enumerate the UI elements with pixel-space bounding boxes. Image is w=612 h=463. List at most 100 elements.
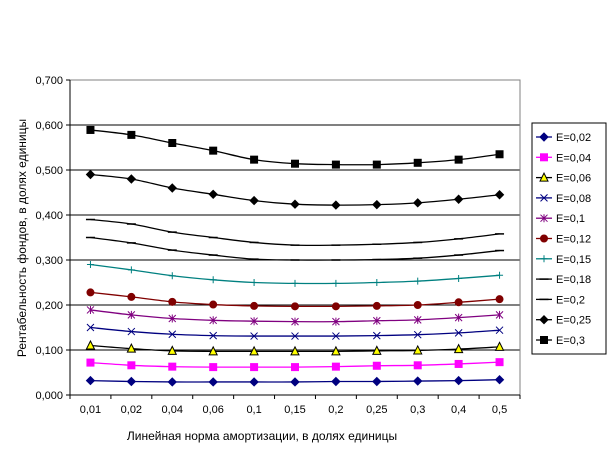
series-line	[90, 129, 500, 166]
legend-marker	[540, 214, 548, 223]
data-point	[454, 155, 463, 164]
data-point	[331, 160, 340, 169]
x-tick-label: 0,2	[328, 404, 343, 416]
data-point	[127, 292, 136, 301]
data-point	[168, 139, 177, 147]
data-point	[291, 279, 299, 287]
data-point	[209, 363, 218, 372]
legend-label: E=0,2	[556, 294, 585, 306]
data-point	[372, 361, 381, 370]
data-point	[372, 199, 382, 210]
data-point	[413, 330, 422, 339]
legend-marker	[539, 171, 549, 182]
legend-marker	[539, 132, 549, 142]
data-point	[291, 159, 299, 168]
x-tick-label: 0,3	[410, 404, 425, 416]
data-point	[495, 358, 504, 367]
series-5	[86, 305, 504, 326]
data-point	[86, 358, 95, 367]
data-point	[331, 200, 341, 210]
data-point	[86, 305, 95, 314]
data-point	[126, 174, 137, 184]
legend-item: E=0,3	[536, 335, 585, 347]
data-point	[290, 377, 300, 387]
data-point	[291, 363, 299, 372]
data-point	[250, 332, 258, 340]
data-point	[331, 376, 341, 387]
data-point	[372, 331, 381, 340]
series-8	[85, 236, 505, 261]
data-point	[332, 332, 340, 340]
y-tick-label: 0,000	[35, 390, 63, 402]
series-2	[86, 358, 504, 372]
data-point	[249, 377, 259, 387]
data-point	[413, 158, 422, 167]
data-point	[331, 362, 340, 371]
legend-label: E=0,06	[556, 173, 591, 185]
data-point	[372, 301, 381, 310]
data-point	[453, 343, 464, 354]
data-point	[291, 302, 299, 311]
series-10	[85, 169, 505, 210]
data-point	[167, 377, 177, 387]
data-point	[127, 266, 135, 274]
data-point	[413, 198, 423, 208]
data-point	[413, 301, 422, 309]
y-tick-label: 0,200	[35, 300, 63, 312]
data-point	[249, 345, 259, 356]
data-point	[209, 316, 218, 325]
series-group	[85, 125, 505, 387]
data-point	[85, 339, 96, 350]
y-tick-label: 0,600	[35, 120, 63, 132]
legend-label: E=0,3	[556, 335, 585, 347]
legend-item: E=0,1	[536, 213, 585, 225]
series-9	[85, 218, 505, 247]
data-point	[250, 279, 258, 286]
x-tick-label: 0,15	[284, 404, 305, 416]
legend-item: E=0,18	[536, 274, 591, 286]
y-tick-label: 0,300	[35, 255, 63, 267]
legend-label: E=0,04	[556, 152, 591, 164]
series-1	[85, 374, 505, 387]
axes: 0,000 0,100 0,200 0,300 0,400 0,500 0,600 0,700…	[35, 75, 521, 416]
x-tick-label: 0,1	[246, 404, 261, 416]
data-point	[85, 169, 96, 180]
data-point	[127, 310, 136, 319]
legend-label: E=0,1	[556, 213, 585, 225]
legend-marker	[539, 314, 549, 325]
x-tick-label: 0,5	[492, 404, 507, 416]
data-point	[413, 315, 422, 324]
data-point	[454, 313, 463, 322]
data-point	[332, 279, 340, 287]
data-point	[414, 277, 422, 285]
series-line	[90, 326, 500, 337]
data-point	[250, 301, 259, 310]
data-point	[453, 194, 464, 204]
data-point	[494, 374, 505, 385]
data-point	[372, 316, 381, 325]
data-point	[85, 375, 96, 386]
series-7	[86, 261, 504, 287]
series-6	[86, 288, 504, 311]
data-point	[168, 314, 177, 323]
data-point	[209, 331, 218, 340]
y-tick-label: 0,100	[35, 345, 63, 357]
data-point	[331, 302, 340, 311]
data-point	[126, 343, 137, 353]
data-point	[168, 362, 177, 371]
data-point	[496, 271, 504, 279]
data-point	[249, 195, 259, 206]
data-point	[127, 361, 136, 370]
legend-label: E=0,08	[556, 193, 591, 205]
data-point	[208, 189, 218, 200]
data-point	[494, 341, 505, 351]
data-point	[209, 146, 218, 155]
legend-item: E=0,06	[536, 171, 591, 185]
data-point	[454, 329, 463, 337]
x-axis-label: Линейная норма амортизации, в долях един…	[127, 429, 397, 443]
data-point	[291, 332, 299, 340]
data-point	[86, 288, 95, 297]
legend-item: E=0,15	[536, 254, 591, 266]
